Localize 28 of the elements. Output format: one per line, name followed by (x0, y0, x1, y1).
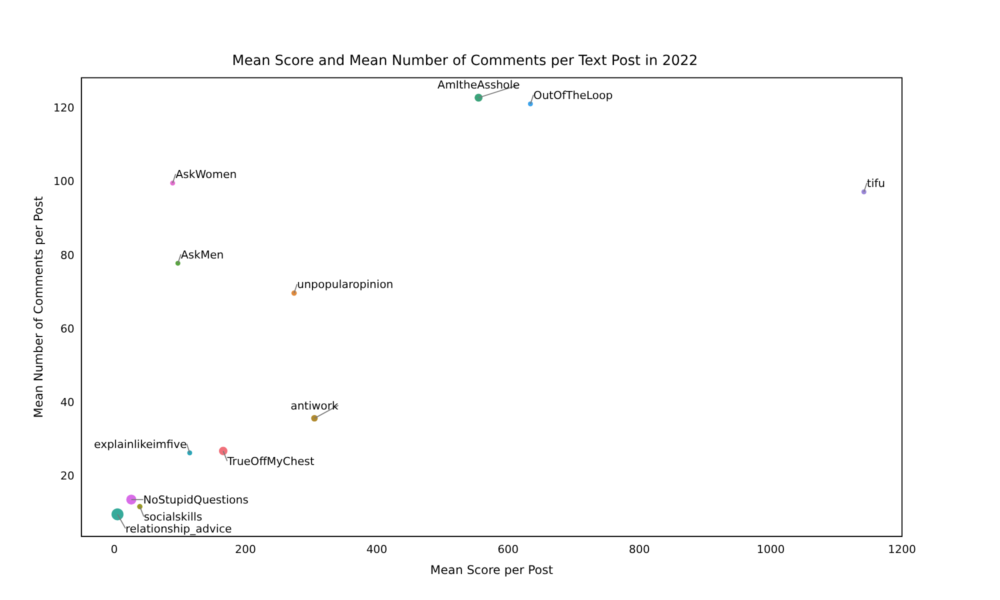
x-tick-label: 0 (110, 542, 118, 556)
annotation: AskMen (180, 248, 224, 262)
x-tick-label: 200 (235, 542, 256, 556)
annotation: relationship_advice (126, 522, 232, 536)
y-axis-title: Mean Number of Comments per Post (31, 196, 46, 418)
x-tick-label: 800 (628, 542, 650, 556)
annotation: explainlikeimfive (94, 438, 187, 451)
y-tick-label: 40 (60, 396, 74, 410)
x-tick-label: 600 (498, 542, 519, 556)
annotation: socialskills (144, 510, 202, 524)
x-axis-title: Mean Score per Post (430, 562, 554, 577)
annotation: unpopularopinion (297, 278, 394, 292)
y-tick-label: 20 (60, 470, 74, 483)
annotation: antiwork (290, 399, 339, 412)
annotation: AskWomen (176, 168, 237, 182)
annotation: AmItheAsshole (438, 78, 520, 92)
y-tick-label: 80 (60, 248, 74, 262)
y-tick-label: 120 (53, 102, 74, 115)
annotation: TrueOffMyChest (226, 455, 315, 468)
y-tick-label: 100 (53, 175, 74, 188)
y-tick-label: 60 (60, 322, 74, 336)
x-tick-label: 400 (366, 542, 388, 556)
annotation: OutOfTheLoop (533, 88, 613, 102)
annotation: tifu (866, 176, 886, 190)
annotation: NoStupidQuestions (143, 494, 249, 507)
x-tick-label: 1000 (756, 542, 785, 556)
x-tick-label: 1200 (888, 542, 916, 556)
chart-title: Mean Score and Mean Number of Comments per Text Post in 2022 (232, 53, 698, 70)
